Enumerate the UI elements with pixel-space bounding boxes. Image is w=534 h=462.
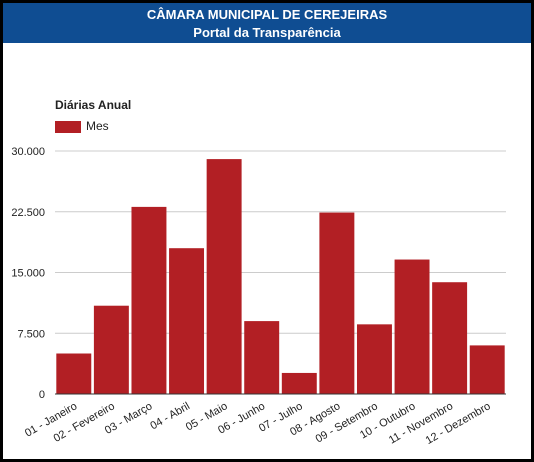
bar xyxy=(131,206,167,394)
bar xyxy=(56,353,92,394)
bar xyxy=(319,212,355,394)
bar xyxy=(206,159,242,394)
header-subtitle: Portal da Transparência xyxy=(193,25,341,40)
y-tick-label: 7.500 xyxy=(17,328,45,340)
page-frame: CÂMARA MUNICIPAL DE CEREJEIRAS Portal da… xyxy=(3,3,531,459)
bar xyxy=(244,321,280,394)
bar xyxy=(169,248,205,394)
y-tick-label: 30.000 xyxy=(11,146,45,158)
chart-title: Diárias Anual xyxy=(55,98,132,112)
bar xyxy=(432,282,468,394)
bar xyxy=(93,305,129,394)
y-tick-label: 22.500 xyxy=(11,207,45,219)
bar xyxy=(469,345,505,394)
bar xyxy=(394,259,430,394)
header-title: CÂMARA MUNICIPAL DE CEREJEIRAS xyxy=(146,7,388,22)
legend-label: Mes xyxy=(86,119,109,133)
bar xyxy=(356,324,392,394)
legend-swatch xyxy=(55,121,81,133)
portal-header: CÂMARA MUNICIPAL DE CEREJEIRAS Portal da… xyxy=(3,3,531,43)
y-tick-label: 0 xyxy=(39,389,45,401)
bar xyxy=(281,372,317,394)
y-tick-label: 15.000 xyxy=(11,268,45,280)
x-tick-label: 12 - Dezembro xyxy=(424,400,493,447)
